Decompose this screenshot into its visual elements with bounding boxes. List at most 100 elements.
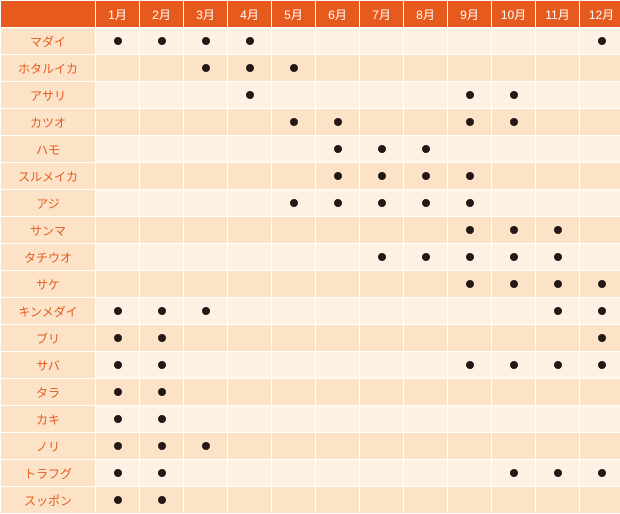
season-cell bbox=[448, 217, 492, 244]
season-cell bbox=[448, 298, 492, 325]
season-cell bbox=[184, 406, 228, 433]
season-cell bbox=[404, 82, 448, 109]
season-cell bbox=[492, 136, 536, 163]
dot-icon bbox=[114, 361, 122, 369]
season-cell bbox=[316, 28, 360, 55]
dot-icon bbox=[422, 253, 430, 261]
season-cell bbox=[536, 271, 580, 298]
season-cell bbox=[536, 352, 580, 379]
season-cell bbox=[272, 352, 316, 379]
season-cell bbox=[228, 460, 272, 487]
dot-icon bbox=[554, 361, 562, 369]
season-cell bbox=[360, 55, 404, 82]
dot-icon bbox=[114, 307, 122, 315]
month-label: 12月 bbox=[589, 8, 614, 22]
table-row: ハモ bbox=[1, 136, 620, 163]
season-cell bbox=[536, 406, 580, 433]
row-label: トラフグ bbox=[1, 460, 96, 487]
dot-icon bbox=[158, 388, 166, 396]
season-cell bbox=[448, 82, 492, 109]
row-label: サンマ bbox=[1, 217, 96, 244]
season-cell bbox=[228, 244, 272, 271]
dot-icon bbox=[598, 280, 606, 288]
corner-cell bbox=[1, 1, 96, 28]
season-cell bbox=[360, 109, 404, 136]
season-cell bbox=[316, 136, 360, 163]
season-cell bbox=[272, 190, 316, 217]
dot-icon bbox=[158, 37, 166, 45]
month-header: 5月 bbox=[272, 1, 316, 28]
month-header: 12月 bbox=[580, 1, 620, 28]
season-cell bbox=[536, 190, 580, 217]
season-cell bbox=[316, 271, 360, 298]
dot-icon bbox=[378, 172, 386, 180]
dot-icon bbox=[114, 37, 122, 45]
table-row: ホタルイカ bbox=[1, 55, 620, 82]
dot-icon bbox=[246, 64, 254, 72]
row-label: ノリ bbox=[1, 433, 96, 460]
month-label: 3月 bbox=[196, 8, 215, 22]
dot-icon bbox=[466, 361, 474, 369]
month-header: 10月 bbox=[492, 1, 536, 28]
row-label: アサリ bbox=[1, 82, 96, 109]
season-cell bbox=[140, 136, 184, 163]
season-cell bbox=[492, 109, 536, 136]
season-cell bbox=[228, 55, 272, 82]
season-cell bbox=[492, 55, 536, 82]
season-cell bbox=[580, 190, 620, 217]
season-cell bbox=[316, 352, 360, 379]
season-cell bbox=[272, 433, 316, 460]
season-cell bbox=[228, 406, 272, 433]
season-cell bbox=[360, 487, 404, 514]
season-cell bbox=[492, 28, 536, 55]
season-cell bbox=[360, 298, 404, 325]
dot-icon bbox=[334, 145, 342, 153]
season-cell bbox=[492, 352, 536, 379]
dot-icon bbox=[466, 253, 474, 261]
season-cell bbox=[580, 217, 620, 244]
season-cell bbox=[448, 28, 492, 55]
season-cell bbox=[316, 82, 360, 109]
dot-icon bbox=[466, 280, 474, 288]
season-cell bbox=[492, 244, 536, 271]
row-label: アジ bbox=[1, 190, 96, 217]
season-cell bbox=[228, 190, 272, 217]
season-cell bbox=[580, 271, 620, 298]
row-label-text: タチウオ bbox=[24, 251, 72, 265]
season-cell bbox=[96, 136, 140, 163]
dot-icon bbox=[158, 469, 166, 477]
dot-icon bbox=[334, 172, 342, 180]
dot-icon bbox=[202, 37, 210, 45]
season-cell bbox=[536, 379, 580, 406]
season-cell bbox=[448, 244, 492, 271]
month-label: 1月 bbox=[108, 8, 127, 22]
month-label: 5月 bbox=[284, 8, 303, 22]
dot-icon bbox=[202, 307, 210, 315]
season-cell bbox=[536, 298, 580, 325]
row-label: カキ bbox=[1, 406, 96, 433]
season-cell bbox=[228, 487, 272, 514]
season-cell bbox=[448, 352, 492, 379]
season-cell bbox=[580, 244, 620, 271]
season-cell bbox=[536, 163, 580, 190]
month-header: 7月 bbox=[360, 1, 404, 28]
season-cell bbox=[536, 217, 580, 244]
season-cell bbox=[404, 460, 448, 487]
season-cell bbox=[272, 136, 316, 163]
season-cell bbox=[96, 217, 140, 244]
season-cell bbox=[404, 109, 448, 136]
season-cell bbox=[360, 136, 404, 163]
season-cell bbox=[228, 433, 272, 460]
table-row: サンマ bbox=[1, 217, 620, 244]
table-row: キンメダイ bbox=[1, 298, 620, 325]
season-cell bbox=[272, 217, 316, 244]
season-cell bbox=[228, 82, 272, 109]
dot-icon bbox=[598, 334, 606, 342]
season-cell bbox=[272, 460, 316, 487]
dot-icon bbox=[554, 469, 562, 477]
dot-icon bbox=[598, 37, 606, 45]
season-cell bbox=[316, 217, 360, 244]
month-label: 10月 bbox=[501, 8, 526, 22]
row-label-text: ノリ bbox=[36, 440, 60, 454]
season-cell bbox=[492, 325, 536, 352]
